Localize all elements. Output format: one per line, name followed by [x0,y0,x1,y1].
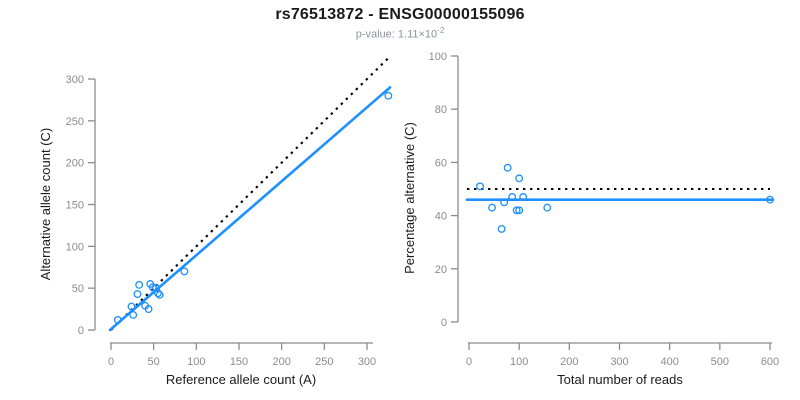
data-point [129,310,138,319]
x-tick-label: 400 [660,356,678,368]
y-axis-label: Alternative allele count (C) [38,128,53,280]
data-point [512,206,521,215]
data-point [127,302,136,311]
data-point [153,289,162,298]
data-point [152,284,161,293]
x-tick-label: 200 [272,356,290,368]
x-tick-label: 150 [230,356,248,368]
data-point [497,224,506,233]
x-tick-label: 500 [711,356,729,368]
y-axis-label: Percentage alternative (C) [402,122,417,274]
data-point [155,290,164,299]
y-tick-label: 0 [441,317,447,329]
x-tick-label: 0 [108,356,114,368]
plot-subtitle: p-value: 1.11×10-2 [0,26,800,41]
data-points [113,91,393,324]
data-point [515,206,524,215]
data-point [519,193,528,201]
plot-title: rs76513872 - ENSG00000155096 [275,6,525,23]
data-point [133,290,142,298]
data-point [488,203,497,212]
data-point [384,91,393,100]
data-point [503,163,512,172]
axes [451,55,772,350]
y-tick-label: 300 [66,74,84,86]
y-tick-label: 0 [78,325,84,337]
y-tick-label: 150 [66,200,84,212]
y-tick-label: 250 [66,116,84,128]
pvalue-prefix: p-value: [355,28,398,41]
data-point [135,280,144,289]
y-tick-label: 20 [435,264,447,276]
y-tick-label: 80 [435,104,447,116]
data-point [515,174,524,183]
x-tick-label: 0 [466,356,472,368]
data-point [148,283,157,292]
data-point [543,203,552,212]
y-tick-label: 100 [429,51,447,63]
y-tick-label: 200 [66,158,84,170]
data-point [766,195,774,204]
x-tick-label: 250 [315,356,333,368]
pvalue-exponent: -2 [437,26,445,35]
data-point [180,267,189,276]
y-tick-label: 100 [66,241,84,253]
x-tick-label: 300 [358,356,376,368]
x-tick-label: 300 [610,356,628,368]
x-tick-label: 600 [761,356,779,368]
data-point [476,182,484,191]
y-tick-label: 40 [435,211,447,223]
fit-line [108,86,392,332]
x-tick-label: 50 [148,356,160,368]
x-tick-label: 200 [560,356,578,368]
data-point [508,193,517,201]
left-scatter-allele-counts: 0 50 100 150 200 250 300 0 50 100 150 200 250 300 Refe… [38,57,393,387]
data-point [500,198,509,207]
x-axis-label: Total number of reads [557,372,683,387]
right-scatter-percentage: 0 20 40 60 80 100 0 100 200 300 400 500 600 Total num… [402,51,779,387]
y-tick-label: 60 [435,157,447,169]
x-tick-label: 100 [510,356,528,368]
data-point [113,316,122,324]
pvalue-base: 1.11×10 [397,28,438,41]
data-point [144,305,153,314]
axes [88,78,373,350]
x-axis-label: Reference allele count (A) [166,372,316,387]
x-tick-label: 100 [187,356,205,368]
y-tick-label: 50 [72,283,84,295]
data-points [476,163,774,233]
